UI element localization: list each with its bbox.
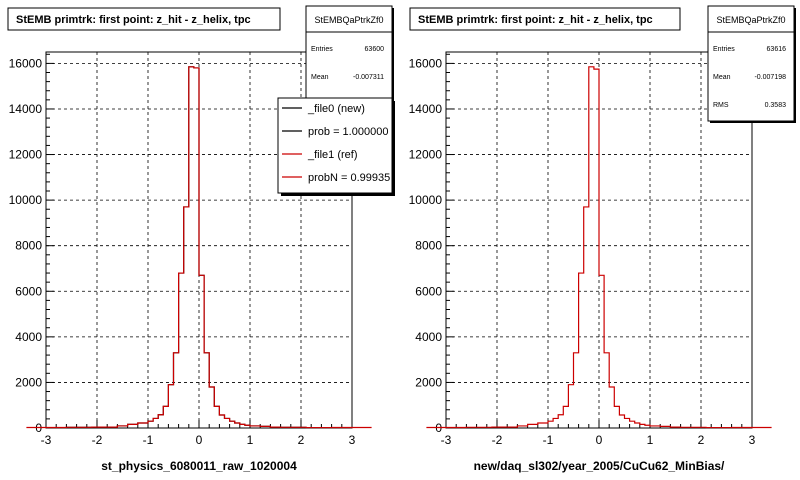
x-tick-label: 3 [349,433,356,447]
stats-label: Entries [713,46,735,53]
y-tick-label: 2000 [15,375,42,389]
title-box [7,7,281,31]
x-tick-label: -1 [143,433,154,447]
x-tick-label: 1 [247,433,254,447]
x-tick-label: 2 [298,433,305,447]
stats-label: RMS [713,102,729,109]
y-tick-label: 12000 [9,148,43,162]
y-tick-label: 16000 [409,56,443,70]
chart-title: StEMB primtrk: first point: z_hit - z_he… [418,14,653,26]
legend-entry-label: probN = 0.99935 [308,172,390,184]
y-tick-label: 10000 [9,193,43,207]
y-tick-label: 10000 [409,193,443,207]
x-tick-label: 2 [698,433,705,447]
stats-value: -0.007311 [353,74,384,81]
x-tick-label: -3 [41,433,52,447]
stats-value: -0.007198 [754,74,786,81]
chart-panel-2: -3-2-10123020004000600080001000012000140… [409,5,796,473]
stats-value: 0.3583 [765,102,787,109]
y-tick-label: 4000 [415,330,442,344]
x-tick-label: -2 [92,433,103,447]
legend-entry-label: _file1 (ref) [307,149,358,161]
x-tick-label: -1 [543,433,554,447]
histogram-series-2 [65,66,333,429]
y-tick-label: 12000 [409,148,443,162]
legend-entry-label: _file0 (new) [307,103,365,115]
y-tick-label: 8000 [415,239,442,253]
y-tick-label: 14000 [409,102,443,116]
title-box [409,7,681,31]
x-tick-label: 3 [749,433,756,447]
chart-title: StEMB primtrk: first point: z_hit - z_he… [16,14,251,26]
x-tick-label: -2 [492,433,503,447]
y-tick-label: 6000 [415,284,442,298]
x-tick-label: -3 [441,433,452,447]
stats-title: StEMBQaPtrkZf0 [716,15,785,25]
stats-value: 63600 [365,46,385,53]
stats-value: 63616 [767,46,787,53]
y-tick-label: 2000 [415,375,442,389]
stats-box [707,5,795,122]
y-tick-label: 4000 [15,330,42,344]
y-tick-label: 6000 [15,284,42,298]
y-tick-label: 8000 [15,239,42,253]
x-tick-label: 0 [596,433,603,447]
histogram-series-1 [465,66,733,429]
stats-title: StEMBQaPtrkZf0 [314,15,383,25]
stats-label: Entries [311,46,333,53]
y-tick-label: 16000 [9,56,43,70]
x-tick-label: 1 [647,433,654,447]
stats-label: Mean [311,74,329,81]
x-axis-label: st_physics_6080011_raw_1020004 [101,459,297,473]
x-tick-label: 0 [196,433,203,447]
stats-box [305,5,393,102]
chart-panel-1: -3-2-10123020004000600080001000012000140… [7,5,395,473]
legend-entry-label: prob = 1.000000 [308,126,388,138]
x-axis-label: new/daq_sl302/year_2005/CuCu62_MinBias/ [474,459,725,473]
y-tick-label: 14000 [9,102,43,116]
stats-label: Mean [713,74,731,81]
